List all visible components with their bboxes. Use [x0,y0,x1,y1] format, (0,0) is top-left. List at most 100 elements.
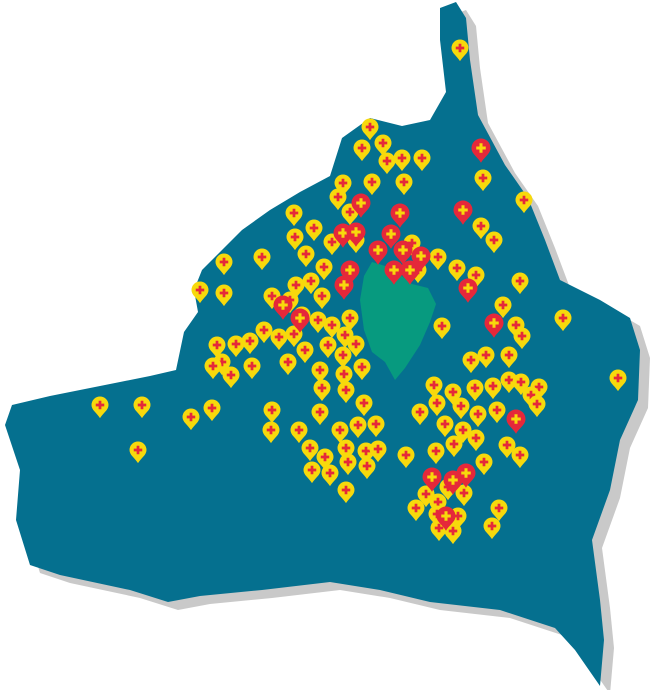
standard-map-pin[interactable] [347,335,365,358]
standard-map-pin[interactable] [355,394,373,417]
standard-map-pin[interactable] [215,253,233,276]
standard-map-pin[interactable] [133,396,151,419]
standard-map-pin[interactable] [488,401,506,424]
standard-map-pin[interactable] [319,336,337,359]
standard-map-pin[interactable] [436,415,454,438]
standard-map-pin[interactable] [302,272,320,295]
standard-map-pin[interactable] [279,353,297,376]
standard-map-pin[interactable] [353,139,371,162]
standard-map-pin[interactable] [378,152,396,175]
standard-map-pin[interactable] [331,421,349,444]
standard-map-pin[interactable] [339,453,357,476]
highlighted-map-pin[interactable] [334,275,354,300]
highlighted-map-pin[interactable] [290,308,310,333]
standard-map-pin[interactable] [609,369,627,392]
standard-map-pin[interactable] [483,517,501,540]
standard-map-pin[interactable] [477,346,495,369]
standard-map-pin[interactable] [309,311,327,334]
standard-map-pin[interactable] [323,316,341,339]
standard-map-pin[interactable] [469,405,487,428]
standard-map-pin[interactable] [472,217,490,240]
standard-map-pin[interactable] [353,358,371,381]
standard-map-pin[interactable] [301,439,319,462]
highlighted-map-pin[interactable] [390,203,410,228]
standard-map-pin[interactable] [255,321,273,344]
standard-map-pin[interactable] [253,248,271,271]
standard-map-pin[interactable] [455,484,473,507]
standard-map-pin[interactable] [349,416,367,439]
standard-map-pin[interactable] [513,327,531,350]
standard-map-pin[interactable] [500,346,518,369]
standard-map-pin[interactable] [358,457,376,480]
standard-map-pin[interactable] [498,436,516,459]
standard-map-pin[interactable] [241,332,259,355]
standard-map-pin[interactable] [285,204,303,227]
highlighted-map-pin[interactable] [471,138,491,163]
standard-map-pin[interactable] [285,325,303,348]
standard-map-pin[interactable] [511,446,529,469]
standard-map-pin[interactable] [413,149,431,172]
standard-map-pin[interactable] [243,357,261,380]
standard-map-pin[interactable] [429,248,447,271]
standard-map-pin[interactable] [263,401,281,424]
standard-map-pin[interactable] [335,365,353,388]
standard-map-pin[interactable] [182,408,200,431]
standard-map-pin[interactable] [191,281,209,304]
standard-map-pin[interactable] [337,381,355,404]
standard-map-pin[interactable] [129,441,147,464]
standard-map-pin[interactable] [311,403,329,426]
highlighted-map-pin[interactable] [346,222,366,247]
highlighted-map-pin[interactable] [368,240,388,265]
standard-map-pin[interactable] [290,421,308,444]
standard-map-pin[interactable] [286,228,304,251]
highlighted-map-pin[interactable] [458,278,478,303]
standard-map-pin[interactable] [515,191,533,214]
standard-map-pin[interactable] [305,219,323,242]
standard-map-pin[interactable] [369,440,387,463]
standard-map-pin[interactable] [484,377,502,400]
standard-map-pin[interactable] [427,442,445,465]
standard-map-pin[interactable] [262,421,280,444]
standard-map-pin[interactable] [474,169,492,192]
standard-map-pin[interactable] [445,435,463,458]
standard-map-pin[interactable] [407,499,425,522]
standard-map-pin[interactable] [367,415,385,438]
standard-map-pin[interactable] [475,453,493,476]
standard-map-pin[interactable] [313,287,331,310]
standard-map-pin[interactable] [341,309,359,332]
standard-map-pin[interactable] [467,429,485,452]
highlighted-map-pin[interactable] [400,260,420,285]
highlighted-map-pin[interactable] [506,409,526,434]
highlighted-map-pin[interactable] [351,193,371,218]
standard-map-pin[interactable] [313,379,331,402]
standard-map-pin[interactable] [303,461,321,484]
standard-map-pin[interactable] [494,296,512,319]
highlighted-map-pin[interactable] [484,313,504,338]
standard-map-pin[interactable] [208,336,226,359]
standard-map-pin[interactable] [451,39,469,62]
standard-map-pin[interactable] [215,284,233,307]
standard-map-pin[interactable] [428,394,446,417]
standard-map-pin[interactable] [321,464,339,487]
standard-map-pin[interactable] [204,357,222,380]
standard-map-pin[interactable] [329,188,347,211]
standard-map-pin[interactable] [296,341,314,364]
standard-map-pin[interactable] [425,376,443,399]
highlighted-map-pin[interactable] [393,240,413,265]
standard-map-pin[interactable] [554,309,572,332]
standard-map-pin[interactable] [511,272,529,295]
standard-map-pin[interactable] [91,396,109,419]
standard-map-pin[interactable] [500,371,518,394]
standard-map-pin[interactable] [315,258,333,281]
standard-map-pin[interactable] [227,335,245,358]
highlighted-map-pin[interactable] [273,295,293,320]
standard-map-pin[interactable] [433,317,451,340]
standard-map-pin[interactable] [395,173,413,196]
highlighted-map-pin[interactable] [384,260,404,285]
standard-map-pin[interactable] [444,522,462,545]
standard-map-pin[interactable] [334,346,352,369]
highlighted-map-pin[interactable] [422,467,442,492]
standard-map-pin[interactable] [466,379,484,402]
highlighted-map-pin[interactable] [453,200,473,225]
standard-map-pin[interactable] [270,328,288,351]
